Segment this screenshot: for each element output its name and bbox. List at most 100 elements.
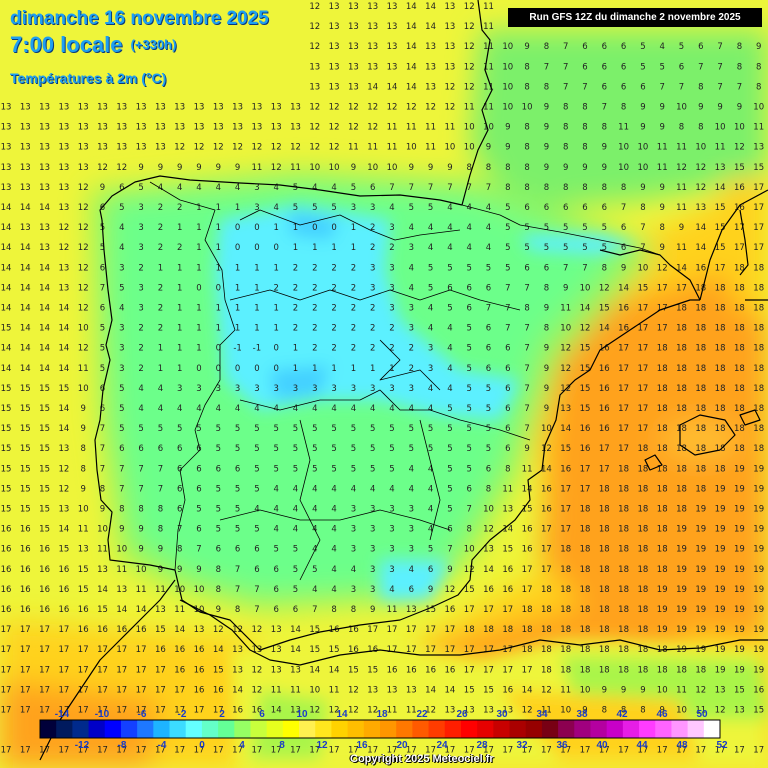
grid-value: 1 bbox=[312, 364, 317, 374]
grid-value: 9 bbox=[158, 565, 163, 575]
legend-swatch bbox=[671, 720, 689, 738]
grid-value: 5 bbox=[409, 444, 414, 454]
grid-value: 6 bbox=[428, 565, 433, 575]
grid-value: 19 bbox=[734, 545, 745, 555]
grid-value: 11 bbox=[367, 143, 378, 153]
grid-value: 14 bbox=[1, 283, 12, 293]
grid-value: 7 bbox=[717, 82, 722, 92]
grid-value: 16 bbox=[1, 565, 12, 575]
grid-value: 17 bbox=[116, 645, 127, 655]
grid-value: 11 bbox=[676, 203, 687, 213]
grid-value: 13 bbox=[753, 143, 764, 153]
grid-value: 5 bbox=[428, 444, 433, 454]
grid-value: 6 bbox=[235, 545, 240, 555]
grid-value: 18 bbox=[753, 263, 764, 273]
grid-value: 6 bbox=[582, 62, 587, 72]
grid-value: 8 bbox=[524, 143, 529, 153]
grid-value: 18 bbox=[657, 344, 668, 354]
grid-value: 0 bbox=[216, 344, 221, 354]
grid-value: 11 bbox=[290, 685, 301, 695]
grid-value: 16 bbox=[39, 545, 50, 555]
legend-top-label: -10 bbox=[95, 709, 110, 720]
grid-value: 4 bbox=[389, 484, 394, 494]
grid-value: 3 bbox=[351, 585, 356, 595]
grid-value: 14 bbox=[20, 344, 31, 354]
grid-value: 15 bbox=[20, 404, 31, 414]
grid-value: 17 bbox=[444, 746, 455, 756]
grid-value: 17 bbox=[560, 746, 571, 756]
grid-value: 15 bbox=[39, 384, 50, 394]
grid-value: 5 bbox=[466, 364, 471, 374]
grid-value: 7 bbox=[717, 62, 722, 72]
grid-value: 13 bbox=[329, 2, 340, 12]
grid-value: 14 bbox=[213, 645, 224, 655]
grid-value: 17 bbox=[715, 746, 726, 756]
grid-value: 1 bbox=[370, 364, 375, 374]
grid-value: 13 bbox=[20, 223, 31, 233]
grid-value: 6 bbox=[235, 464, 240, 474]
grid-value: 9 bbox=[602, 685, 607, 695]
grid-value: 12 bbox=[329, 123, 340, 133]
grid-value: 12 bbox=[271, 143, 282, 153]
grid-value: 4 bbox=[447, 243, 452, 253]
grid-value: 17 bbox=[1, 685, 12, 695]
legend-swatch bbox=[380, 720, 397, 738]
grid-value: 10 bbox=[464, 123, 475, 133]
grid-value: 17 bbox=[39, 645, 50, 655]
grid-value: 11 bbox=[483, 2, 494, 12]
grid-value: 6 bbox=[505, 364, 510, 374]
grid-value: 18 bbox=[734, 424, 745, 434]
grid-value: 7 bbox=[737, 82, 742, 92]
grid-value: 3 bbox=[389, 505, 394, 515]
legend-swatch bbox=[104, 720, 122, 738]
legend-bottom-label: -12 bbox=[75, 740, 90, 751]
grid-value: 7 bbox=[409, 183, 414, 193]
grid-value: 4 bbox=[254, 404, 259, 414]
grid-value: 4 bbox=[428, 324, 433, 334]
grid-value: 17 bbox=[58, 685, 69, 695]
grid-value: 10 bbox=[309, 163, 320, 173]
grid-value: 19 bbox=[676, 605, 687, 615]
grid-value: 3 bbox=[409, 304, 414, 314]
grid-value: 1 bbox=[158, 364, 163, 374]
grid-value: 6 bbox=[486, 344, 491, 354]
grid-value: 14 bbox=[20, 304, 31, 314]
grid-value: 18 bbox=[676, 384, 687, 394]
legend-top-label: 18 bbox=[376, 709, 388, 720]
grid-value: 4 bbox=[235, 404, 240, 414]
grid-value: 5 bbox=[138, 183, 143, 193]
grid-value: 8 bbox=[331, 605, 336, 615]
border-regions-5 bbox=[379, 339, 441, 391]
legend-swatch bbox=[201, 720, 219, 738]
grid-value: 17 bbox=[20, 625, 31, 635]
grid-value: 14 bbox=[58, 424, 69, 434]
grid-value: 13 bbox=[715, 163, 726, 173]
grid-value: 17 bbox=[637, 404, 648, 414]
grid-value: 17 bbox=[58, 665, 69, 675]
grid-value: 17 bbox=[271, 746, 282, 756]
grid-value: 19 bbox=[695, 585, 706, 595]
grid-value: 18 bbox=[657, 484, 668, 494]
grid-value: 15 bbox=[39, 525, 50, 535]
grid-value: 9 bbox=[544, 344, 549, 354]
legend-swatch bbox=[234, 720, 251, 738]
grid-value: 8 bbox=[80, 444, 85, 454]
grid-value: 1 bbox=[273, 223, 278, 233]
grid-value: 3 bbox=[351, 505, 356, 515]
grid-value: 19 bbox=[734, 665, 745, 675]
grid-value: 7 bbox=[428, 183, 433, 193]
grid-value: 9 bbox=[659, 103, 664, 113]
grid-value: 17 bbox=[387, 645, 398, 655]
grid-value: 15 bbox=[1, 464, 12, 474]
grid-value: 9 bbox=[544, 364, 549, 374]
grid-value: 18 bbox=[753, 364, 764, 374]
grid-value: 11 bbox=[425, 143, 436, 153]
grid-value: 8 bbox=[138, 505, 143, 515]
grid-value: 13 bbox=[387, 22, 398, 32]
grid-value: 1 bbox=[196, 203, 201, 213]
grid-value: 13 bbox=[444, 62, 455, 72]
grid-value: 5 bbox=[447, 484, 452, 494]
grid-value: 11 bbox=[483, 22, 494, 32]
grid-value: 10 bbox=[483, 505, 494, 515]
grid-value: 13 bbox=[329, 22, 340, 32]
